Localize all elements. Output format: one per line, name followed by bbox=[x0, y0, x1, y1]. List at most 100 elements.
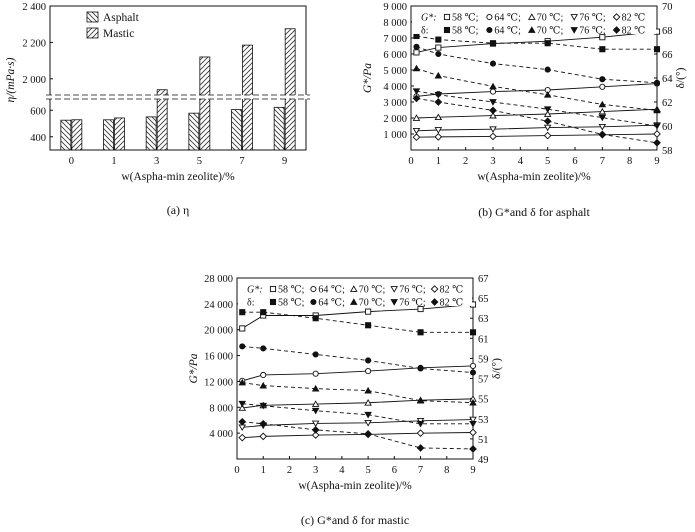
legend-delta-item-c: 64 ℃; bbox=[318, 298, 345, 309]
delta-point-c bbox=[364, 386, 372, 394]
legend-delta-marker-b bbox=[486, 26, 493, 34]
legend-gstar-marker-c bbox=[390, 286, 398, 293]
legend-gstar-item-c: 58 ℃; bbox=[278, 285, 305, 296]
x-tick-label-c: 3 bbox=[313, 465, 318, 476]
legend-gstar-item-b: 76 ℃; bbox=[579, 13, 606, 24]
caption-c: (c) G*and δ for mastic bbox=[301, 513, 409, 527]
x-tick-label-c: 0 bbox=[234, 465, 239, 476]
bar-asphalt bbox=[273, 106, 285, 151]
legend-delta-marker-b bbox=[528, 26, 536, 33]
legend-gstar-item-c: 76 ℃; bbox=[399, 285, 426, 296]
x-tick-label-c: 8 bbox=[444, 465, 449, 476]
legend-gstar-marker-c bbox=[430, 285, 439, 293]
gstar-point-c bbox=[311, 431, 320, 439]
x-tick-label-c: 6 bbox=[392, 465, 397, 476]
legend-delta-item-b: 58 ℃; bbox=[452, 26, 479, 37]
gstar-point-b bbox=[413, 49, 420, 56]
legend-delta-marker-b bbox=[443, 26, 451, 34]
y-tick-label-left-b: 8 000 bbox=[383, 18, 407, 29]
gstar-point-c bbox=[469, 428, 477, 437]
y-tick-label-right-b: 70 bbox=[662, 2, 673, 13]
legend-delta-item-b: 76 ℃; bbox=[579, 26, 606, 37]
gstar-point-c bbox=[365, 368, 372, 375]
delta-line-c bbox=[242, 311, 473, 333]
delta-point-c bbox=[416, 444, 425, 452]
delta-line-c bbox=[242, 382, 474, 404]
x-axis-label-c: w(Aspha-min zeolite)/% bbox=[298, 480, 412, 492]
gstar-point-b bbox=[434, 113, 443, 121]
bar-asphalt bbox=[231, 109, 242, 151]
delta-point-b bbox=[489, 40, 497, 47]
gstar-point-c bbox=[365, 308, 372, 315]
x-tick-label-b: 2 bbox=[463, 156, 468, 167]
legend-gstar-item-b: 70 ℃; bbox=[537, 13, 564, 24]
legend-swatch-asphalt bbox=[86, 11, 99, 23]
x-tick-label-c: 7 bbox=[418, 465, 423, 476]
y-tick-label-left-b: 2 000 bbox=[383, 114, 407, 125]
y-tick-label-right-b: 58 bbox=[662, 146, 673, 157]
y-tick-label-left-c: 24 000 bbox=[204, 300, 233, 311]
delta-point-b bbox=[489, 106, 497, 115]
y-tick-label-a: 2 200 bbox=[22, 38, 46, 49]
gstar-point-b bbox=[435, 44, 442, 51]
gstar-line-c bbox=[242, 304, 474, 329]
y-axis-label-left-c: G*/Pa bbox=[188, 353, 200, 383]
legend-delta-marker-b bbox=[570, 27, 578, 34]
gstar-point-c bbox=[259, 432, 268, 441]
y-tick-label-right-b: 68 bbox=[662, 26, 673, 37]
gstar-line-c bbox=[242, 365, 474, 382]
gstar-point-b bbox=[434, 127, 443, 134]
gstar-point-b bbox=[412, 127, 421, 135]
gstar-point-b bbox=[543, 131, 552, 140]
delta-point-c bbox=[311, 407, 320, 415]
legend-delta-marker-c bbox=[350, 298, 358, 305]
y-axis-label-right-b: δ/(°) bbox=[675, 67, 687, 88]
delta-point-c bbox=[312, 351, 319, 358]
legend-delta-marker-c bbox=[430, 298, 439, 306]
legend-gstar-marker-b bbox=[486, 13, 493, 21]
delta-line-b bbox=[416, 97, 658, 144]
delta-point-c bbox=[469, 369, 477, 376]
legend-label-mastic: Mastic bbox=[103, 28, 134, 40]
delta-point-b bbox=[412, 64, 421, 72]
y-tick-label-left-c: 12 000 bbox=[204, 377, 233, 388]
y-tick-label-left-c: 4 000 bbox=[209, 429, 233, 440]
gstar-point-c bbox=[417, 305, 424, 313]
delta-line-b bbox=[416, 46, 658, 84]
gstar-point-c bbox=[469, 362, 477, 369]
legend-delta-item-b: 82 ℃ bbox=[622, 26, 646, 37]
legend-gstar-title-c: G*: bbox=[247, 285, 263, 296]
y-tick-label-a: 2 400 bbox=[22, 2, 46, 13]
bar-asphalt bbox=[103, 119, 114, 151]
delta-point-b bbox=[653, 123, 661, 130]
bar-mastic bbox=[199, 56, 211, 151]
delta-point-b bbox=[599, 46, 606, 53]
gstar-point-c bbox=[238, 433, 247, 442]
x-tick-label-b: 6 bbox=[572, 156, 577, 167]
delta-point-b bbox=[489, 82, 497, 90]
delta-point-b bbox=[543, 91, 552, 98]
legend-gstar-item-c: 64 ℃; bbox=[318, 285, 345, 296]
y-tick-label-a: 400 bbox=[30, 133, 46, 144]
delta-point-c bbox=[260, 345, 267, 352]
gstar-point-b bbox=[543, 110, 552, 117]
legend-gstar-title-b: G*: bbox=[421, 13, 437, 24]
gstar-point-b bbox=[653, 130, 661, 138]
gstar-point-c bbox=[238, 404, 247, 411]
x-tick-label-a: 5 bbox=[197, 156, 202, 167]
delta-point-c bbox=[365, 357, 372, 364]
y-tick-label-left-b: 4 000 bbox=[383, 82, 407, 93]
delta-point-c bbox=[416, 420, 425, 428]
y-tick-label-right-c: 57 bbox=[478, 375, 489, 386]
legend-gstar-marker-b bbox=[443, 13, 451, 21]
gstar-point-c bbox=[311, 400, 320, 407]
gstar-point-b bbox=[489, 132, 497, 141]
delta-line-c bbox=[242, 345, 474, 373]
x-tick-label-a: 0 bbox=[69, 156, 74, 167]
delta-point-c bbox=[238, 378, 247, 386]
bar-mastic bbox=[114, 117, 125, 151]
delta-point-c bbox=[469, 329, 477, 336]
x-tick-label-b: 1 bbox=[436, 156, 441, 167]
gstar-point-c bbox=[364, 419, 372, 427]
